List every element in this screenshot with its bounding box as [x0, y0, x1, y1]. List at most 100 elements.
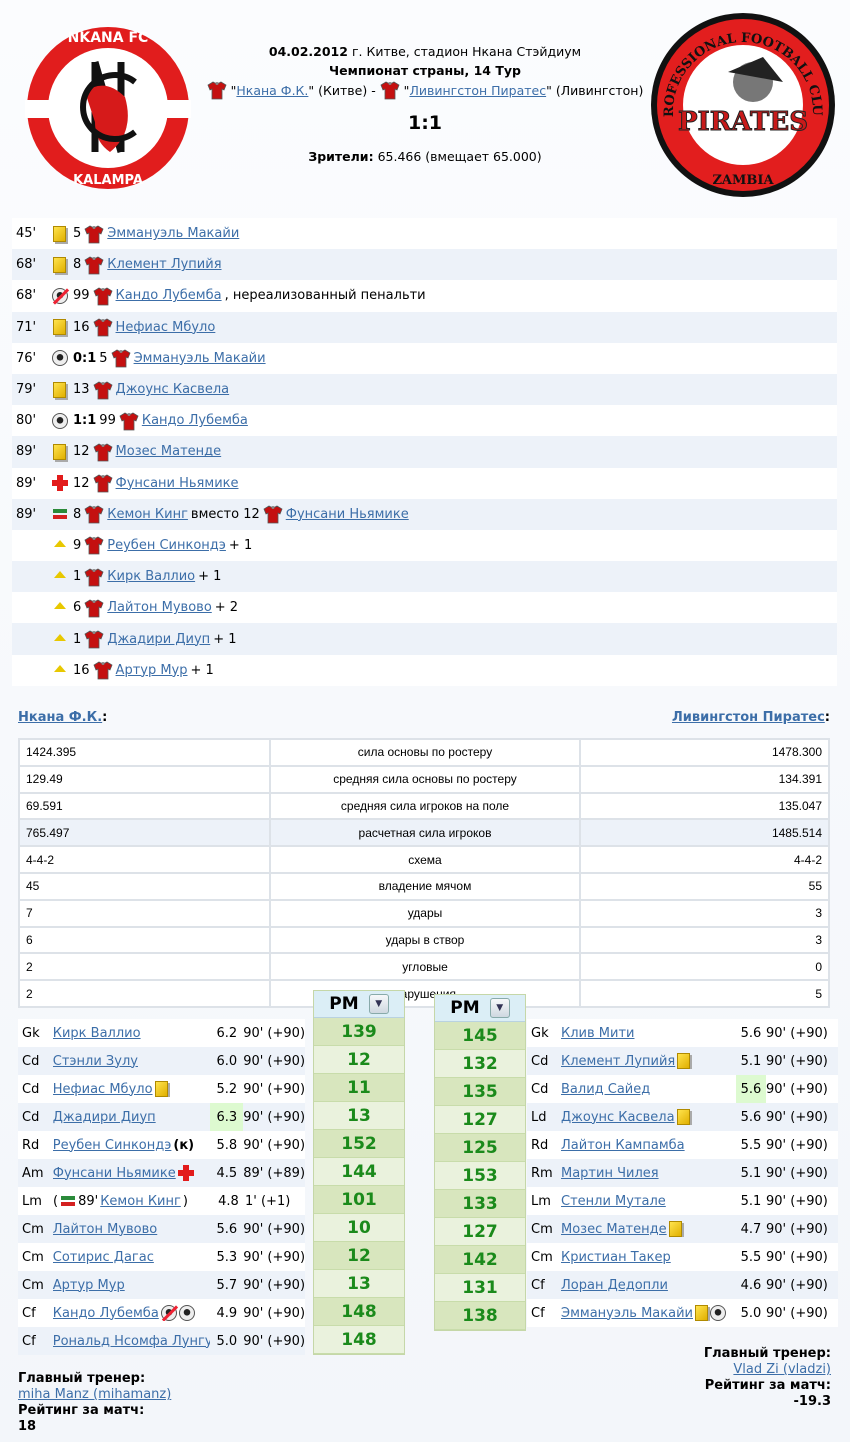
player-link[interactable]: Джоунс Касвела [561, 1109, 675, 1125]
away-team-link[interactable]: Ливингстон Пиратес [409, 83, 547, 98]
lineup-row: Gk Клив Мити 5.6 90' (+90) [527, 1019, 838, 1047]
event-icon-cell [46, 475, 73, 492]
home-stat-value: 2 [18, 979, 271, 1008]
player-link[interactable]: Мозес Матенде [561, 1221, 667, 1237]
player-position: Lm [531, 1193, 551, 1209]
ball-icon [178, 1305, 195, 1321]
assist-arrow-icon [53, 602, 66, 610]
lineup-row: Ld Джоунс Касвела 5.6 90' (+90) [527, 1103, 838, 1131]
chevron-down-icon[interactable]: ▼ [489, 998, 510, 1018]
away-shirt-icon [380, 81, 400, 100]
player-link[interactable]: Фунсани Ньямике [115, 475, 239, 491]
pm-header: PM ▼ [435, 995, 525, 1022]
player-link[interactable]: Нефиас Мбуло [115, 319, 216, 335]
player-link[interactable]: Мартин Чилея [561, 1165, 659, 1181]
stats-row: 2 угловые 0 [18, 952, 830, 982]
player-link[interactable]: Нефиас Мбуло [52, 1081, 153, 1097]
stats-row: 4-4-2 схема 4-4-2 [18, 845, 830, 874]
yellow-card-icon [53, 225, 66, 242]
player-link[interactable]: Артур Мур [115, 662, 188, 678]
player-link[interactable]: Кандо Лубемба [52, 1305, 159, 1321]
player-link[interactable]: Фунсани Ньямике [285, 506, 409, 522]
away-team-stats-link[interactable]: Ливингстон Пиратес [671, 710, 825, 725]
player-link[interactable]: Валид Сайед [561, 1081, 651, 1097]
player-name-cell: Клемент Лупийя [561, 1053, 736, 1069]
event-icon-cell [46, 602, 73, 611]
home-coach-link[interactable]: miha Manz (mihamanz) [18, 1387, 172, 1402]
player-name-cell: Фунсани Ньямике [53, 1165, 211, 1181]
player-link[interactable]: Рональд Нсомфа Лунгу [52, 1333, 211, 1349]
player-link[interactable]: Фунсани Ньямике [52, 1165, 176, 1181]
player-link[interactable]: Кандо Лубемба [115, 288, 222, 304]
player-link[interactable]: Кемон Кинг [107, 506, 188, 522]
player-link[interactable]: Клемент Лупийя [561, 1053, 676, 1069]
player-minutes: 90' (+90) [243, 1109, 306, 1125]
player-link[interactable]: Эммануэль Макайи [107, 226, 240, 242]
player-number: 13 [73, 382, 90, 398]
player-link[interactable]: Стенли Мутале [561, 1193, 666, 1209]
player-link[interactable]: Лайтон Мувово [107, 600, 212, 616]
home-coach-rating: 18 [18, 1419, 37, 1434]
player-link[interactable]: Мозес Матенде [115, 444, 222, 460]
player-minutes: 90' (+90) [766, 1193, 828, 1209]
home-team-link[interactable]: Нкана Ф.К. [236, 83, 309, 98]
stat-label: удары в створ [269, 925, 581, 955]
home-shirt-icon [207, 81, 227, 100]
player-link[interactable]: Реубен Синкондэ [52, 1137, 172, 1153]
lineup-row: Lm (89' Кемон Кинг) 4.8 1' (+1) [18, 1187, 305, 1215]
assist-arrow-icon [53, 571, 66, 579]
player-link[interactable]: Лайтон Кампамба [561, 1137, 685, 1153]
missed-penalty-icon [51, 287, 68, 304]
lineup-row: Rm Мартин Чилея 5.1 90' (+90) [527, 1159, 838, 1187]
stat-label: угловые [269, 952, 581, 982]
player-link[interactable]: Кирк Валлио [52, 1025, 141, 1041]
player-link[interactable]: Джоунс Касвела [115, 382, 230, 398]
player-link[interactable]: Клемент Лупийя [107, 257, 222, 273]
colon: : [102, 710, 108, 725]
home-stat-value: 6 [18, 925, 271, 955]
player-link[interactable]: Стэнли Зулу [52, 1053, 138, 1069]
event-minute: 71' [16, 319, 37, 335]
player-link[interactable]: Джадири Диуп [107, 631, 211, 647]
assist-arrow-icon [53, 633, 66, 641]
event-row: 45' 5 Эммануэль Макайи [12, 218, 837, 250]
chevron-down-icon[interactable]: ▼ [368, 994, 389, 1014]
away-coach-link[interactable]: Vlad Zi (vladzi) [733, 1362, 831, 1377]
player-link[interactable]: Клив Мити [561, 1025, 635, 1041]
player-link[interactable]: Лоран Дедопли [561, 1277, 668, 1293]
player-link[interactable]: Джадири Диуп [52, 1109, 156, 1125]
home-stat-value: 1424.395 [18, 738, 271, 767]
stats-row: 1424.395 сила основы по ростеру 1478.300 [18, 738, 830, 767]
pm-header-label: PM [450, 998, 480, 1018]
sub-minute: 89' [78, 1193, 99, 1209]
player-link[interactable]: Артур Мур [52, 1277, 125, 1293]
pm-value: 145 [435, 1022, 525, 1050]
player-link[interactable]: Эммануэль Макайи [133, 350, 266, 366]
stat-label: средняя сила игроков на поле [269, 791, 581, 821]
player-link[interactable]: Эммануэль Макайи [561, 1305, 693, 1321]
event-row: 89' 12 Мозес Матенде [12, 436, 837, 468]
player-link[interactable]: Кемон Кинг [100, 1193, 181, 1209]
player-link[interactable]: Кирк Валлио [107, 569, 196, 585]
player-link[interactable]: Реубен Синкондэ [107, 537, 226, 553]
home-stat-value: 4-4-2 [18, 845, 271, 874]
player-link[interactable]: Лайтон Мувово [52, 1221, 158, 1237]
pm-value: 133 [435, 1190, 525, 1218]
shirt-icon [84, 629, 104, 649]
player-rating: 5.8 [216, 1137, 238, 1153]
colon: : [824, 710, 830, 725]
away-stat-value: 1478.300 [579, 738, 830, 767]
player-rating: 5.6 [736, 1075, 766, 1103]
player-number: 16 [73, 662, 90, 678]
lineup-row: Cf Рональд Нсомфа Лунгу 5.0 90' (+90) [18, 1327, 305, 1355]
player-link[interactable]: Кандо Лубемба [141, 413, 248, 429]
pm-value: 132 [435, 1050, 525, 1078]
player-link[interactable]: Сотирис Дагас [52, 1249, 154, 1265]
pm-value: 12 [314, 1242, 404, 1270]
player-link[interactable]: Кристиан Такер [561, 1249, 671, 1265]
lineup-row: Lm Стенли Мутале 5.1 90' (+90) [527, 1187, 838, 1215]
player-number: 1 [73, 631, 82, 647]
event-row: 6 Лайтон Мувово + 2 [12, 592, 837, 624]
player-number: 1 [73, 569, 82, 585]
home-team-stats-link[interactable]: Нкана Ф.К. [18, 710, 103, 725]
